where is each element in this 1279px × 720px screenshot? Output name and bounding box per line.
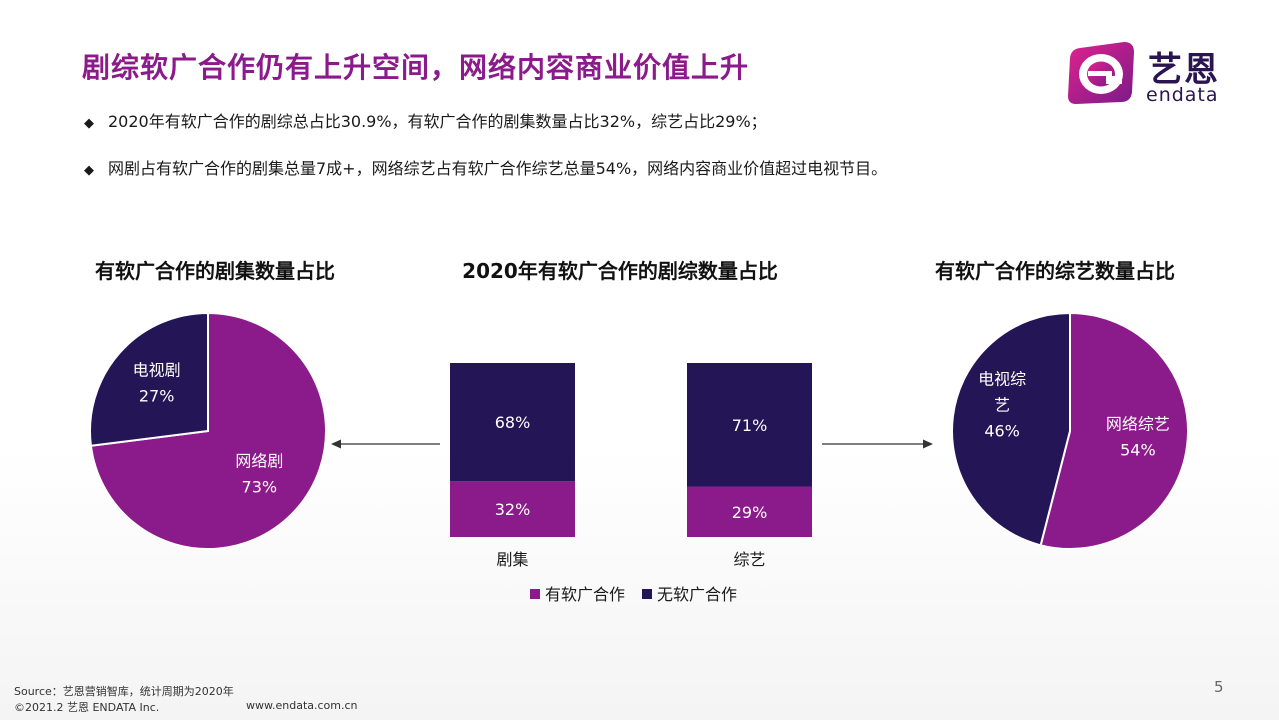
drama-pie-slice-1 [89, 311, 209, 447]
diamond-bullet-icon: ◆ [84, 116, 94, 131]
bullet-item-2: ◆ 网剧占有软广合作的剧集总量7成+，网络综艺占有软广合作综艺总量54%，网络内容… [84, 155, 887, 179]
legend-swatch-1 [642, 589, 652, 599]
drama-pie-slice-value-0: 73% [242, 477, 278, 496]
drama-pie-slice-name-0: 网络剧 [235, 451, 283, 470]
bullet-text-2: 网剧占有软广合作的剧集总量7成+，网络综艺占有软广合作综艺总量54%，网络内容商… [108, 159, 888, 178]
diamond-bullet-icon: ◆ [84, 163, 94, 178]
variety-pie-slice-name-1-cont: 艺 [994, 395, 1010, 414]
bullet-item-1: ◆ 2020年有软广合作的剧综总占比30.9%，有软广合作的剧集数量占比32%，综… [84, 108, 767, 132]
variety-pie-slice-value-0: 54% [1120, 441, 1156, 460]
stacked-bar-1-segment-1 [687, 363, 812, 487]
arrow-right-head-icon [923, 439, 933, 449]
bullet-text-1: 2020年有软广合作的剧综总占比30.9%，有软广合作的剧集数量占比32%，综艺… [108, 112, 767, 131]
page-title: 剧综软广合作仍有上升空间，网络内容商业价值上升 [82, 51, 750, 84]
variety-pie-slice-0 [1039, 311, 1189, 550]
stacked-bar-0-segment-1 [450, 363, 575, 482]
chart-title-stacked-bar: 2020年有软广合作的剧综数量占比 [462, 259, 778, 283]
chart-title-drama-pie: 有软广合作的剧集数量占比 [95, 259, 335, 283]
endata-logo-mark-icon [1068, 42, 1134, 104]
drama-pie-slice-name-1: 电视剧 [133, 361, 181, 380]
logo-english-text: endata [1146, 84, 1219, 106]
legend-label-0: 有软广合作 [545, 585, 625, 604]
stacked-bar-1-label-0: 29% [732, 503, 768, 522]
chart-title-variety-pie: 有软广合作的综艺数量占比 [935, 259, 1175, 283]
drama-pie-slice-value-1: 27% [139, 387, 175, 406]
footer-source: Source：艺恩营销智库，统计周期为2020年 [14, 685, 234, 698]
footer-url[interactable]: www.endata.com.cn [246, 699, 358, 712]
variety-pie-slice-value-1: 46% [984, 421, 1020, 440]
arrow-left-head-icon [331, 439, 341, 449]
stacked-bar-1-segment-0 [687, 486, 812, 537]
variety-pie-slice-1 [951, 311, 1071, 547]
stacked-bar-0-segment-0 [450, 481, 575, 537]
stacked-bar-category-0: 剧集 [496, 550, 528, 569]
legend-swatch-0 [530, 589, 540, 599]
variety-pie-slice-name-0: 网络综艺 [1106, 415, 1170, 434]
stacked-bar-1-label-1: 71% [732, 416, 768, 435]
stacked-bar-category-1: 综艺 [733, 550, 765, 569]
legend-label-1: 无软广合作 [657, 585, 737, 604]
page-number: 5 [1214, 678, 1224, 696]
variety-pie-slice-name-1: 电视综 [978, 369, 1026, 388]
footer-copyright: ©2021.2 艺恩 ENDATA Inc. [14, 701, 160, 714]
stacked-bar-0-label-1: 68% [495, 413, 531, 432]
logo-chinese-text: 艺恩 [1148, 50, 1220, 90]
stacked-bar-0-label-0: 32% [495, 500, 531, 519]
endata-logo[interactable]: 艺恩 endata [1066, 40, 1236, 106]
